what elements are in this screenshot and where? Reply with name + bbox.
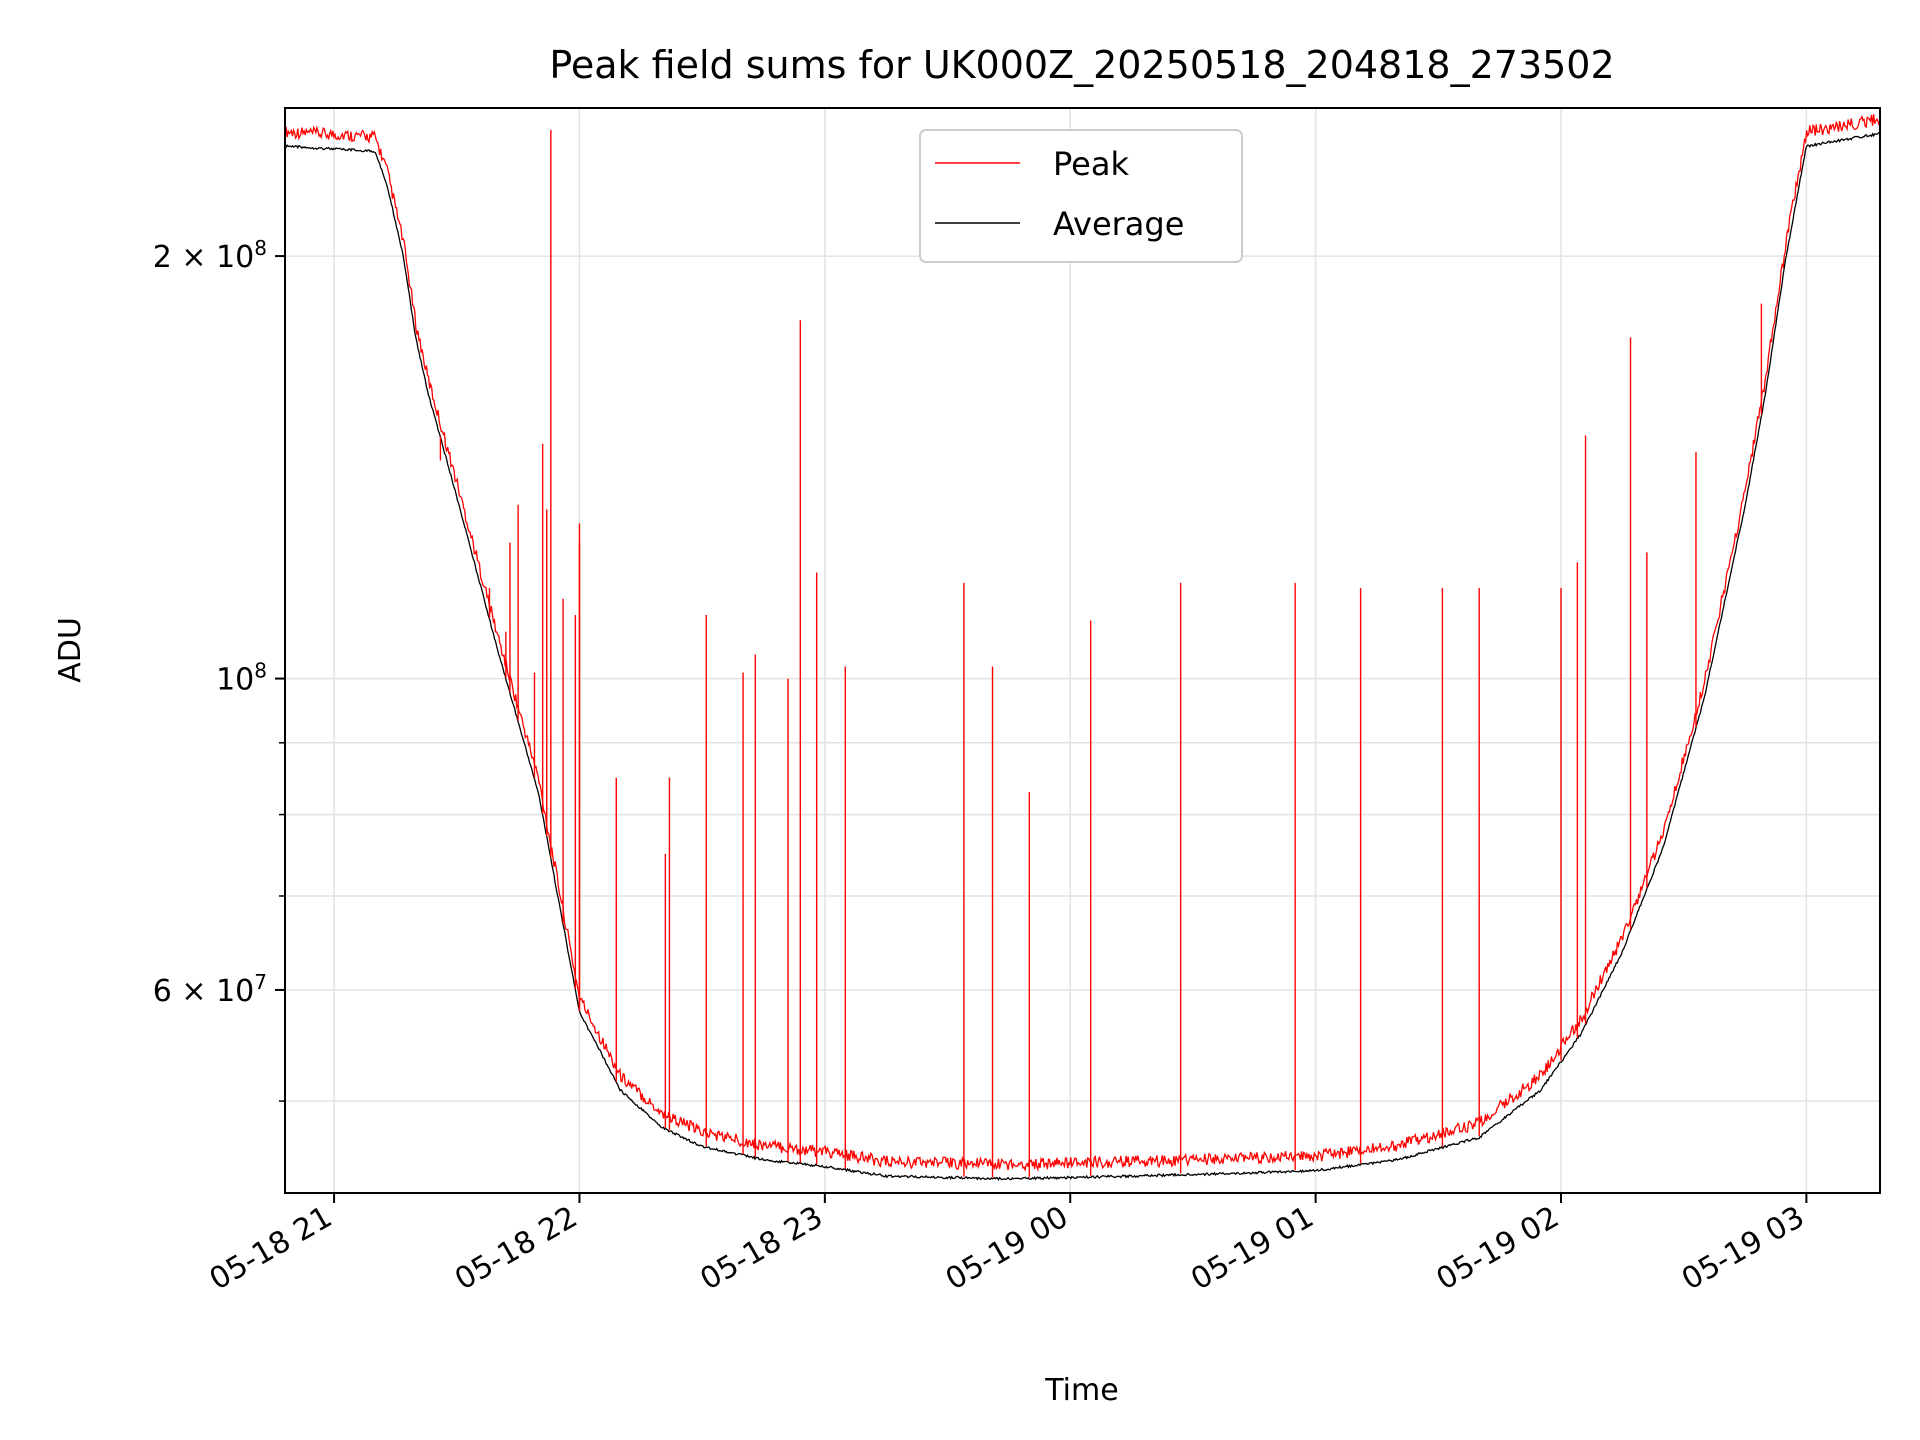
x-axis-label: Time: [1044, 1373, 1118, 1408]
plot-frame: [284, 107, 1881, 1194]
legend-label-average: Average: [1053, 205, 1184, 243]
y-tick-label: 6 × 107: [153, 970, 267, 1009]
y-tick-label: 2 × 108: [153, 236, 267, 275]
series-average-line: [284, 131, 1881, 1181]
legend: Peak Average: [919, 129, 1243, 263]
y-axis-label: ADU: [53, 617, 88, 683]
chart-title: Peak field sums for UK000Z_20250518_2048…: [549, 43, 1614, 87]
legend-label-peak: Peak: [1053, 145, 1129, 183]
plot-series: [284, 114, 1881, 1181]
